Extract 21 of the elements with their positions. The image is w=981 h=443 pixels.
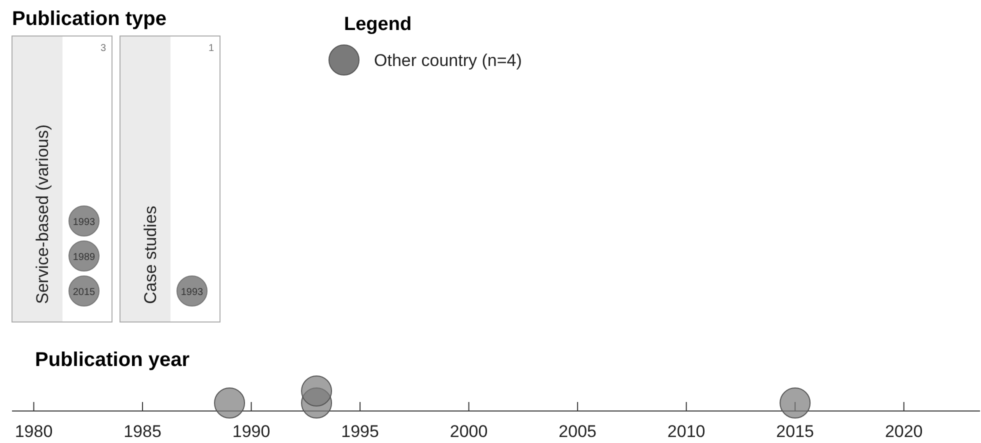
x-tick-label: 2010 — [667, 422, 706, 441]
x-tick-label: 1985 — [124, 422, 162, 441]
x-tick-label: 2020 — [884, 422, 923, 441]
category-label: Service-based (various) — [33, 124, 52, 304]
x-tick-label: 1995 — [341, 422, 379, 441]
category-label: Case studies — [141, 206, 160, 304]
data-label: 3 — [100, 43, 106, 54]
x-tick-label: 2005 — [558, 422, 596, 441]
legend-title: Legend — [344, 14, 412, 35]
data-label: 1 — [208, 43, 214, 54]
x-tick-label: 2015 — [776, 422, 814, 441]
x-tick-label: 2000 — [450, 422, 488, 441]
x-tick-label: 1990 — [232, 422, 270, 441]
text: 1993 — [180, 287, 204, 298]
legend-label: Other country (n=4) — [374, 51, 522, 70]
text: 1989 — [72, 252, 96, 263]
chart-title: Publication year — [35, 349, 190, 371]
text: Publication type — [12, 8, 166, 30]
x-tick-label: 1980 — [14, 422, 53, 441]
text: 1993 — [72, 217, 96, 228]
text: 2015 — [72, 287, 96, 298]
